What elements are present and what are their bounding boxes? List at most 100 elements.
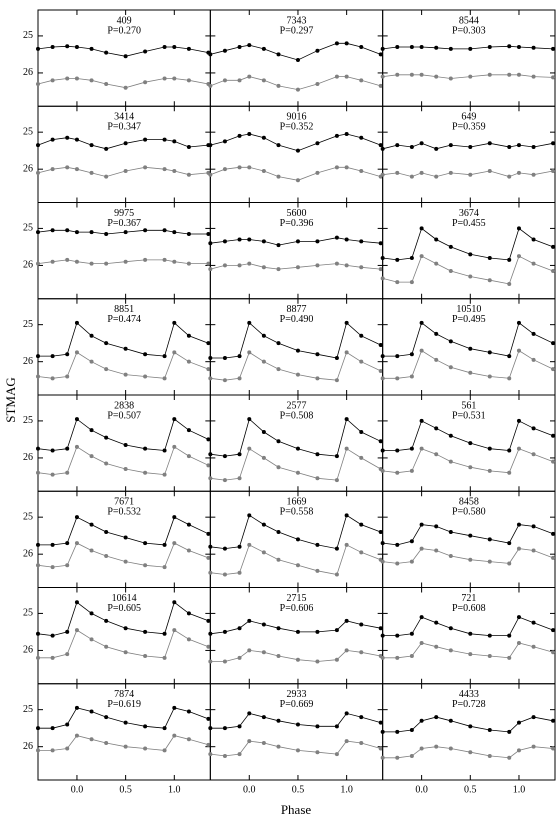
data-point [551, 268, 556, 273]
data-point [186, 428, 191, 433]
x-tick-label: 1.0 [168, 784, 181, 795]
data-point [247, 261, 252, 266]
data-point [409, 174, 414, 179]
data-point [409, 728, 414, 733]
data-point [344, 41, 349, 46]
data-point [89, 230, 94, 235]
star-id: 409 [117, 15, 132, 26]
data-point [222, 753, 227, 758]
data-point [507, 448, 512, 453]
data-point [123, 744, 128, 749]
data-point [237, 724, 242, 729]
data-point [104, 261, 109, 266]
data-point [247, 618, 252, 623]
data-point [551, 244, 556, 249]
light-curve [38, 629, 209, 659]
light-curve [382, 142, 554, 150]
data-point [468, 724, 473, 729]
data-point [276, 718, 281, 723]
light-curve [210, 76, 381, 91]
data-point [143, 746, 148, 751]
data-point [162, 448, 167, 453]
data-point [516, 418, 521, 423]
data-point [222, 78, 227, 83]
data-point [468, 750, 473, 755]
data-point [65, 446, 70, 451]
data-point [50, 542, 55, 547]
data-point [380, 354, 385, 359]
data-point [208, 52, 213, 57]
data-point [334, 378, 339, 383]
y-tick-label: 26 [23, 67, 33, 78]
data-point [507, 470, 512, 475]
star-id: 8851 [114, 304, 134, 315]
data-point [74, 76, 79, 81]
data-point [36, 82, 40, 87]
data-point [123, 169, 128, 174]
data-point [222, 629, 227, 634]
data-point [359, 169, 364, 174]
data-point [50, 448, 55, 453]
data-point [448, 433, 453, 438]
data-point [378, 626, 383, 631]
data-point [395, 561, 400, 566]
data-point [409, 559, 414, 564]
data-point [36, 354, 40, 359]
data-point [409, 374, 414, 379]
data-point [409, 753, 414, 758]
data-point [206, 261, 211, 266]
light-curve [210, 237, 381, 246]
data-point [89, 46, 94, 51]
data-point [395, 755, 400, 760]
data-point [434, 524, 439, 529]
light-curve [38, 516, 209, 546]
data-point [315, 141, 320, 146]
data-point [89, 143, 94, 148]
data-point [344, 320, 349, 325]
data-point [65, 722, 70, 727]
period: P=0.531 [452, 410, 486, 421]
data-point [516, 45, 521, 50]
data-point [247, 648, 252, 653]
data-point [434, 357, 439, 362]
data-point [276, 174, 281, 179]
period: P=0.270 [107, 25, 141, 36]
data-point [36, 470, 40, 475]
data-point [448, 529, 453, 534]
data-point [208, 267, 213, 272]
data-point [378, 720, 383, 725]
data-point [208, 631, 213, 636]
period: P=0.474 [107, 314, 141, 325]
data-point [162, 228, 167, 233]
x-tick-label: 0.0 [243, 784, 256, 795]
data-point [531, 744, 536, 749]
data-point [448, 244, 453, 249]
data-point [261, 740, 266, 745]
data-point [380, 172, 385, 177]
period: P=0.367 [107, 218, 141, 229]
light-curve [210, 263, 381, 270]
data-point [104, 715, 109, 720]
data-point [516, 641, 521, 646]
data-point [487, 72, 492, 77]
data-point [172, 45, 177, 50]
light-curve [37, 259, 209, 264]
data-point [434, 744, 439, 749]
data-point [36, 261, 40, 266]
star-id: 1669 [287, 497, 307, 508]
data-point [143, 541, 148, 546]
data-point [206, 437, 211, 442]
data-point [237, 655, 242, 660]
data-point [551, 46, 556, 51]
data-point [378, 52, 383, 57]
data-point [359, 522, 364, 527]
data-point [162, 565, 167, 570]
data-point [208, 570, 213, 575]
data-point [261, 715, 266, 720]
data-point [448, 718, 453, 723]
data-point [359, 359, 364, 364]
data-point [395, 448, 400, 453]
period: P=0.532 [107, 507, 141, 518]
data-point [487, 653, 492, 658]
